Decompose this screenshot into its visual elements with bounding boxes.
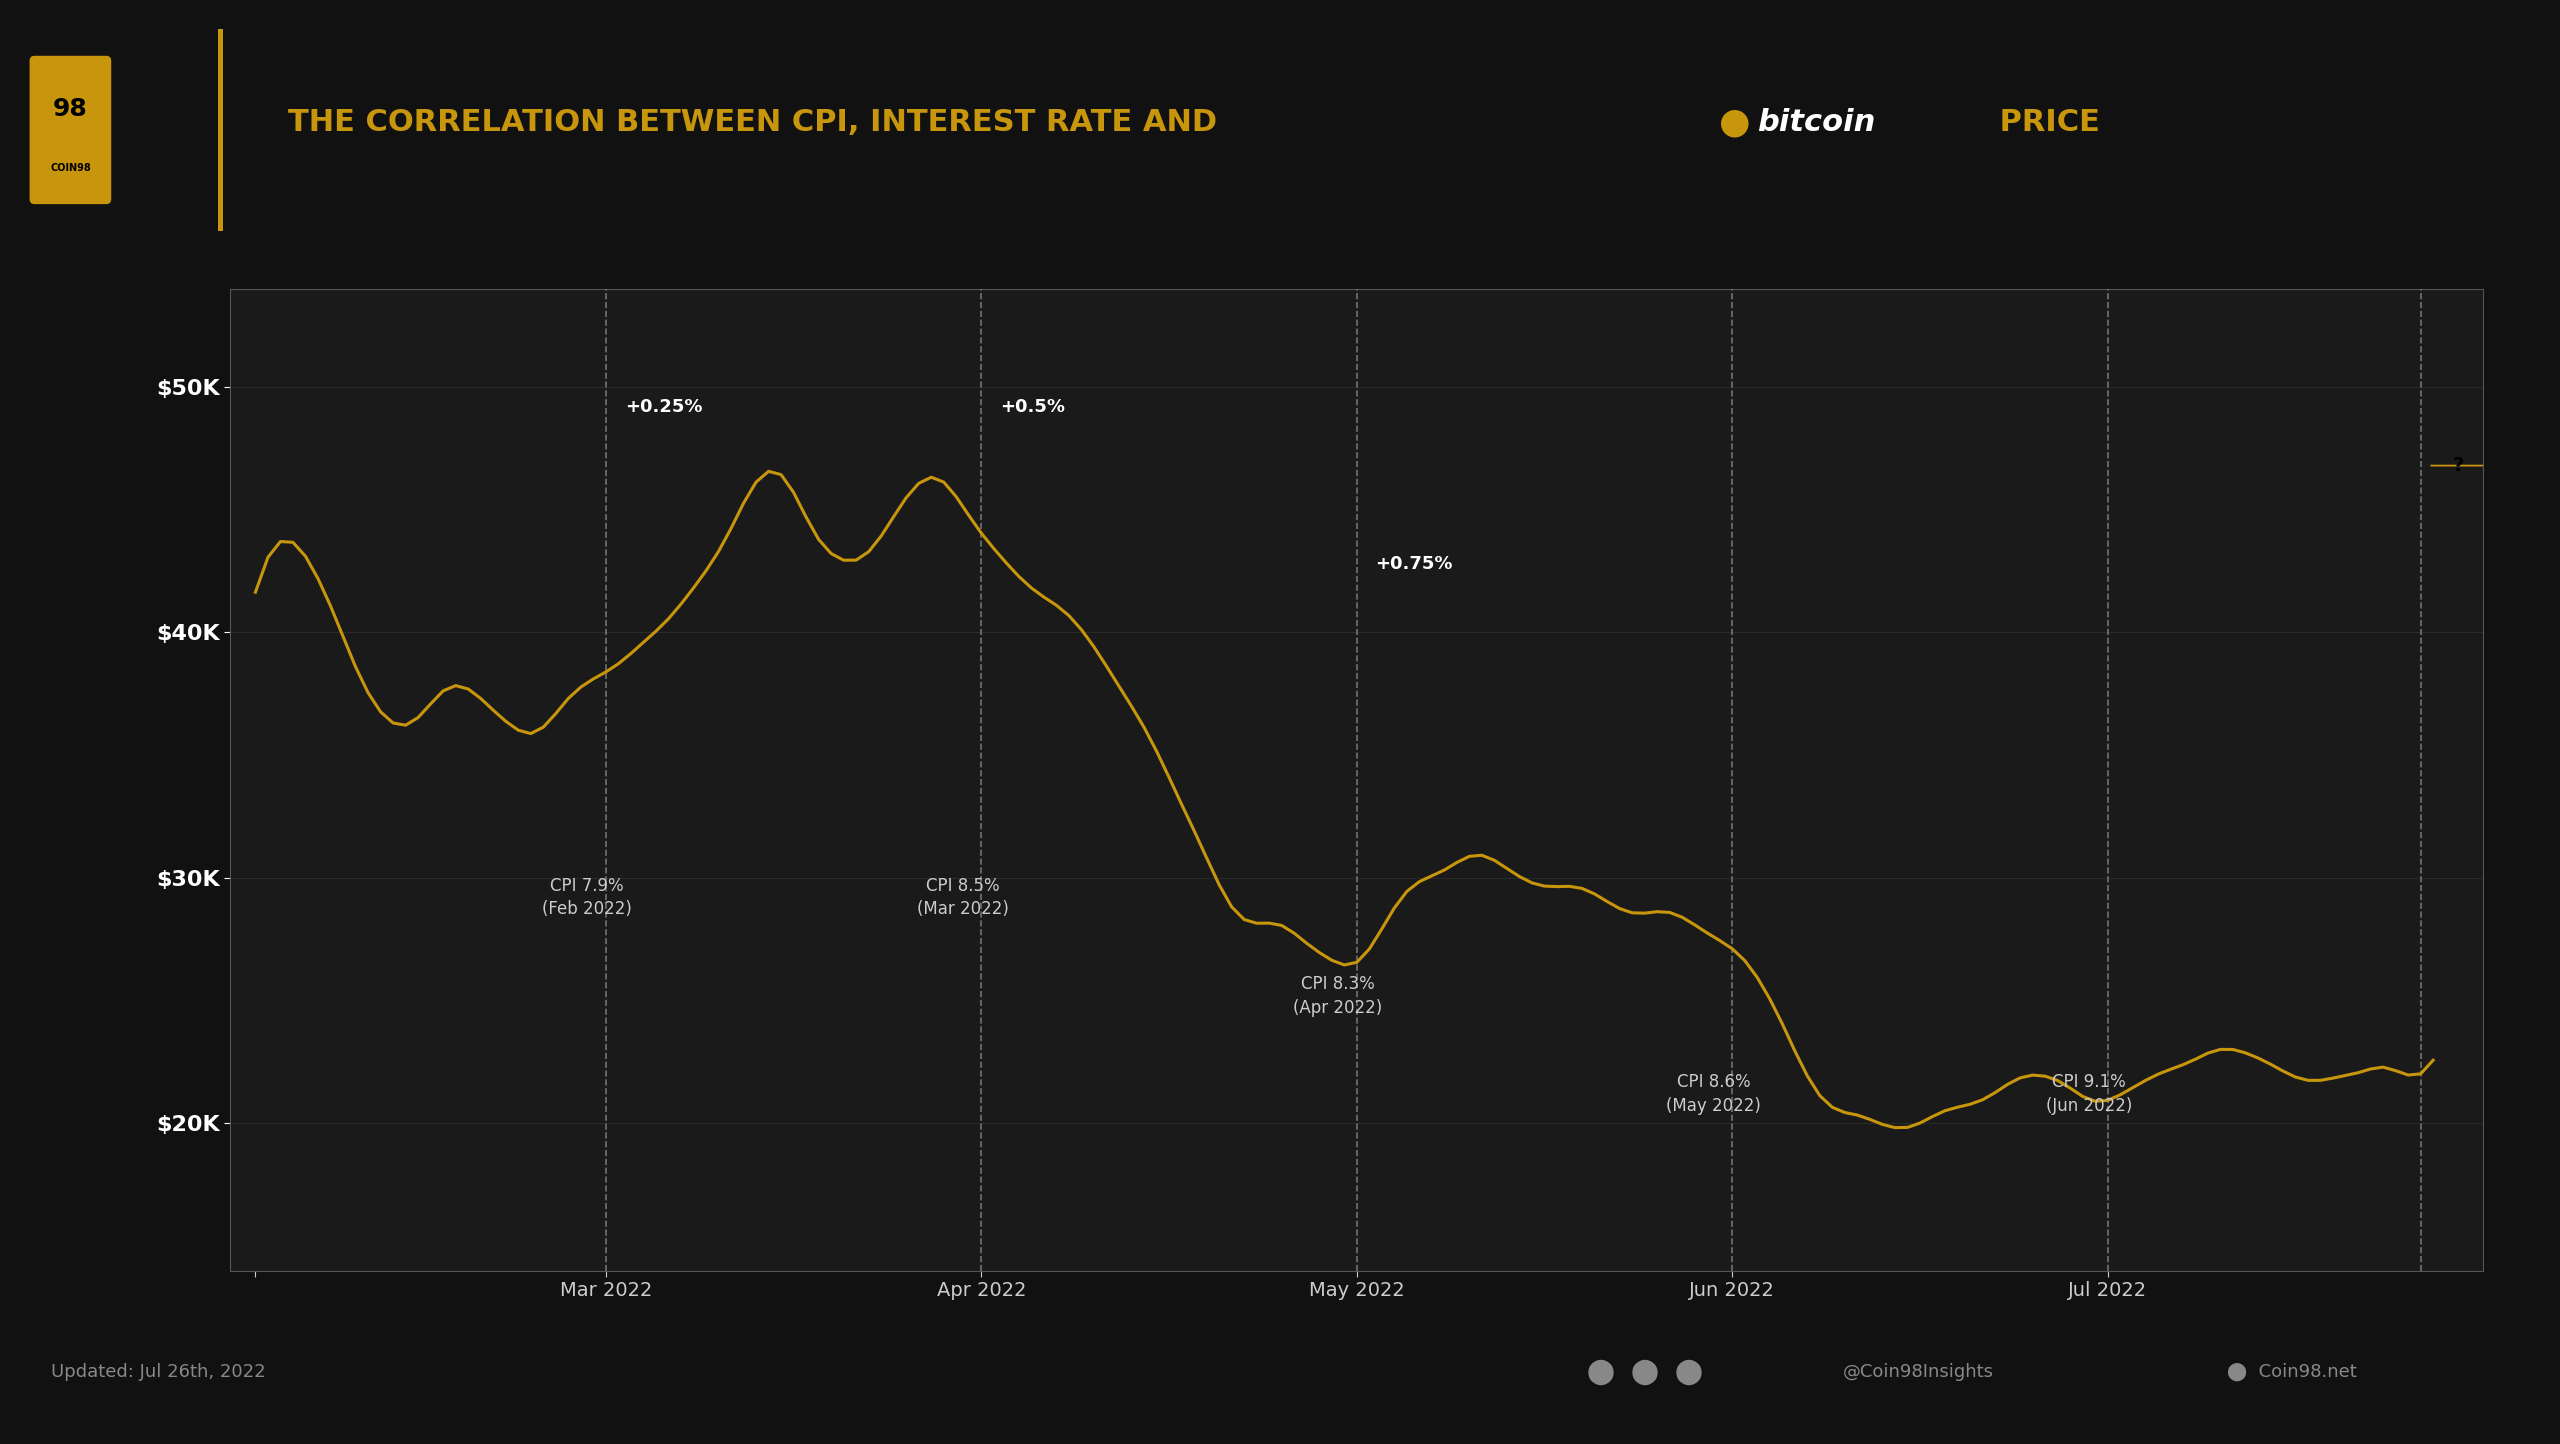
Text: CPI 9.1%
(Jun 2022): CPI 9.1% (Jun 2022) xyxy=(2045,1073,2132,1115)
Text: +0.25%: +0.25% xyxy=(625,397,701,416)
Text: +0.5%: +0.5% xyxy=(1001,397,1065,416)
Text: bitcoin: bitcoin xyxy=(1756,108,1876,137)
FancyBboxPatch shape xyxy=(218,29,223,231)
Text: ?: ? xyxy=(2452,456,2463,475)
Text: ⬤  Coin98.net: ⬤ Coin98.net xyxy=(2227,1363,2358,1380)
FancyBboxPatch shape xyxy=(31,58,110,202)
Text: COIN98: COIN98 xyxy=(51,163,90,173)
Text: 98: 98 xyxy=(54,97,87,121)
Text: +0.75%: +0.75% xyxy=(1375,554,1454,573)
Text: PRICE: PRICE xyxy=(1989,108,2099,137)
Text: THE CORRELATION BETWEEN CPI, INTEREST RATE AND: THE CORRELATION BETWEEN CPI, INTEREST RA… xyxy=(289,108,1229,137)
Text: Updated: Jul 26th, 2022: Updated: Jul 26th, 2022 xyxy=(51,1363,266,1380)
Text: CPI 8.3%
(Apr 2022): CPI 8.3% (Apr 2022) xyxy=(1293,975,1382,1017)
Text: CPI 8.6%
(May 2022): CPI 8.6% (May 2022) xyxy=(1667,1073,1761,1115)
Text: @Coin98Insights: @Coin98Insights xyxy=(1843,1363,1994,1380)
Text: ⬤  ⬤  ⬤: ⬤ ⬤ ⬤ xyxy=(1587,1359,1702,1385)
Text: ●: ● xyxy=(1718,105,1751,140)
Text: CPI 8.5%
(Mar 2022): CPI 8.5% (Mar 2022) xyxy=(916,877,1009,918)
Text: CPI 7.9%
(Feb 2022): CPI 7.9% (Feb 2022) xyxy=(543,877,632,918)
